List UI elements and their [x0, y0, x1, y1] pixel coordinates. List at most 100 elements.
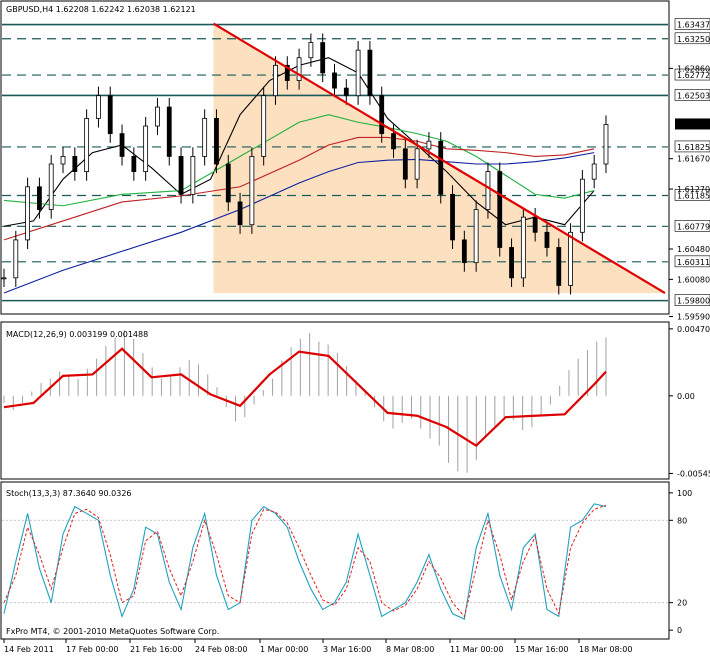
level-label: 1.61825 — [674, 140, 710, 153]
price-candle — [343, 87, 349, 97]
price-candle — [60, 156, 66, 165]
level-label-box — [674, 189, 710, 201]
y-tick-label: 1.61270 — [677, 185, 710, 194]
price-candle — [214, 118, 219, 165]
price-candle — [273, 64, 278, 97]
current-price-box — [675, 118, 710, 130]
ma-line-2 — [3, 136, 595, 241]
x-tick-label: 15 Mar 16:00 — [515, 645, 568, 654]
price-candle — [261, 95, 267, 157]
price-candle — [37, 186, 42, 210]
price-candle — [568, 231, 573, 286]
price-candle — [225, 163, 231, 203]
level-label: 1.62772 — [674, 68, 710, 81]
price-candle — [379, 95, 385, 135]
level-label: 1.63250 — [674, 32, 710, 45]
price-candle — [284, 64, 290, 81]
trendline — [212, 22, 666, 294]
price-candle — [591, 163, 597, 180]
level-label: 1.61185 — [674, 189, 710, 201]
x-tick-label: 3 Mar 16:00 — [323, 645, 371, 654]
price-candle — [355, 49, 361, 97]
level-label-text: 1.62503 — [677, 91, 710, 100]
x-tick-label: 18 Mar 08:00 — [579, 645, 632, 654]
ma-line-1 — [3, 114, 595, 207]
level-label: 1.62503 — [674, 89, 710, 101]
price-candle — [1, 277, 7, 280]
stoch-y-tick-label: 0 — [677, 626, 682, 635]
price-candle — [190, 156, 196, 195]
price-candle — [320, 42, 326, 74]
macd-y-tick-label: 0.00 — [677, 392, 695, 401]
price-candle — [391, 133, 396, 150]
price-candle — [438, 140, 444, 195]
macd-header: MACD(12,26,9) 0.003199 0.001488 — [6, 330, 148, 339]
y-tick-label: 1.60080 — [677, 275, 710, 284]
price-candle — [131, 156, 137, 172]
price-candle — [485, 171, 491, 210]
price-candle — [166, 106, 172, 157]
macd-signal-line — [3, 347, 607, 448]
x-tick-label: 24 Feb 08:00 — [195, 645, 247, 654]
main-header: GBPUSD,H4 1.62208 1.62242 1.62038 1.6212… — [6, 5, 196, 14]
price-candle — [249, 156, 255, 226]
y-tick-label: 1.60480 — [677, 245, 710, 254]
level-label-text: 1.62772 — [677, 71, 710, 80]
price-candle — [25, 186, 31, 241]
footer-copyright: FxPro MT4, © 2001-2010 MetaQuotes Softwa… — [6, 627, 219, 636]
level-label: 1.59800 — [674, 294, 710, 306]
price-candle — [178, 156, 184, 195]
price-candle — [296, 57, 302, 81]
price-candle — [84, 118, 90, 172]
x-axis: 14 Feb 2011 17 Feb 00:00 21 Feb 16:00 24 Fe… — [3, 639, 632, 654]
stoch-signal-line — [3, 504, 607, 618]
price-candle — [579, 178, 585, 233]
macd-panel-frame — [0, 321, 670, 480]
price-candle — [155, 106, 160, 127]
price-candle — [473, 209, 479, 264]
level-label-text: 1.59800 — [677, 297, 710, 306]
stoch-panel: 100 80 20 0 — [2, 489, 692, 635]
price-candle — [48, 163, 54, 210]
stoch-panel-frame — [0, 481, 670, 640]
price-candle — [107, 95, 113, 135]
level-label-text: 1.61825 — [677, 143, 710, 152]
level-label-text: 1.61185 — [677, 191, 710, 200]
level-label-box — [674, 89, 710, 101]
current-price-label: 1.62121 — [677, 120, 710, 129]
price-candle — [520, 216, 526, 279]
x-tick-label: 1 Mar 00:00 — [260, 645, 308, 654]
price-candle — [509, 247, 514, 279]
price-candle — [450, 193, 455, 241]
level-label-text: 1.60779 — [677, 222, 710, 231]
level-label: 1.60311 — [674, 255, 710, 268]
stoch-y-tick-label: 20 — [677, 599, 687, 608]
level-label-text: 1.63437 — [677, 21, 710, 30]
macd-panel: 0.00470 0.00 -0.00545 — [3, 325, 710, 478]
stoch-main-line — [3, 503, 607, 620]
y-tick-label: 1.62860 — [677, 64, 710, 73]
level-label-text: 1.60311 — [677, 258, 710, 267]
price-candle — [96, 95, 101, 119]
level-label-box — [674, 32, 710, 45]
price-candle — [237, 201, 243, 226]
level-label: 1.63437 — [674, 18, 710, 30]
price-candle — [414, 148, 420, 180]
level-label-box — [674, 294, 710, 306]
macd-y-tick-label: -0.00545 — [677, 469, 710, 478]
ma-line-3 — [3, 152, 595, 294]
macd-y-tick-label: 0.00470 — [677, 325, 710, 334]
price-candle — [119, 133, 125, 157]
stoch-y-tick-label: 80 — [677, 516, 687, 525]
y-tick-label: 1.61670 — [677, 155, 710, 164]
x-tick-label: 14 Feb 2011 — [4, 645, 54, 654]
main-price-panel: 1.63437 1.63250 1.62772 1.62503 1.61825 1.611… — [1, 18, 710, 322]
x-tick-label: 21 Feb 16:00 — [130, 645, 182, 654]
stoch-header: Stoch(13,3,3) 87.3640 90.0326 — [6, 489, 132, 498]
price-candle — [461, 239, 467, 264]
price-candle — [72, 156, 78, 172]
x-tick-label: 8 Mar 08:00 — [386, 645, 434, 654]
level-label-box — [674, 18, 710, 30]
